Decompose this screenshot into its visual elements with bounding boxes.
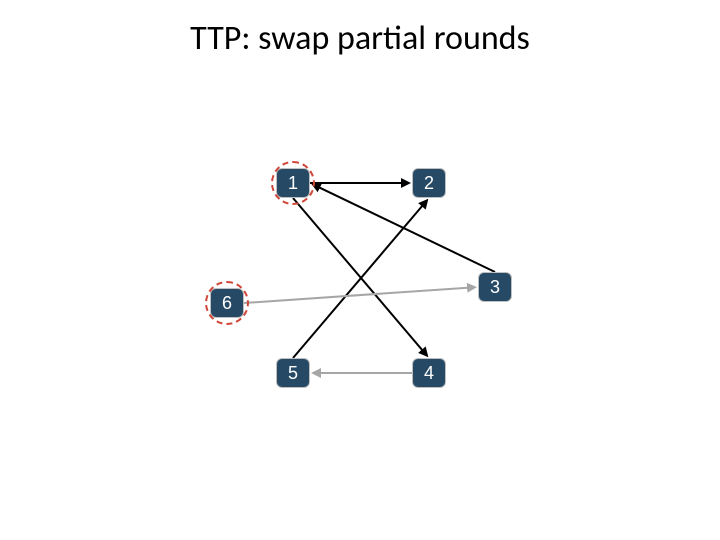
node-6: 6 — [210, 288, 244, 318]
edge-n3-n1 — [313, 184, 495, 272]
node-5: 5 — [276, 358, 310, 388]
graph-diagram: 1 2 3 4 5 6 — [190, 150, 530, 410]
edge-n5-n2 — [293, 200, 427, 358]
slide-title: TTP: swap partial rounds — [0, 18, 720, 59]
edge-n6-n3 — [244, 287, 475, 303]
node-2: 2 — [412, 168, 446, 198]
node-1: 1 — [276, 168, 310, 198]
edge-n1-n4 — [293, 198, 427, 356]
node-4: 4 — [412, 358, 446, 388]
slide: TTP: swap partial rounds 1 2 3 4 5 6 — [0, 0, 720, 540]
node-3: 3 — [478, 272, 512, 302]
